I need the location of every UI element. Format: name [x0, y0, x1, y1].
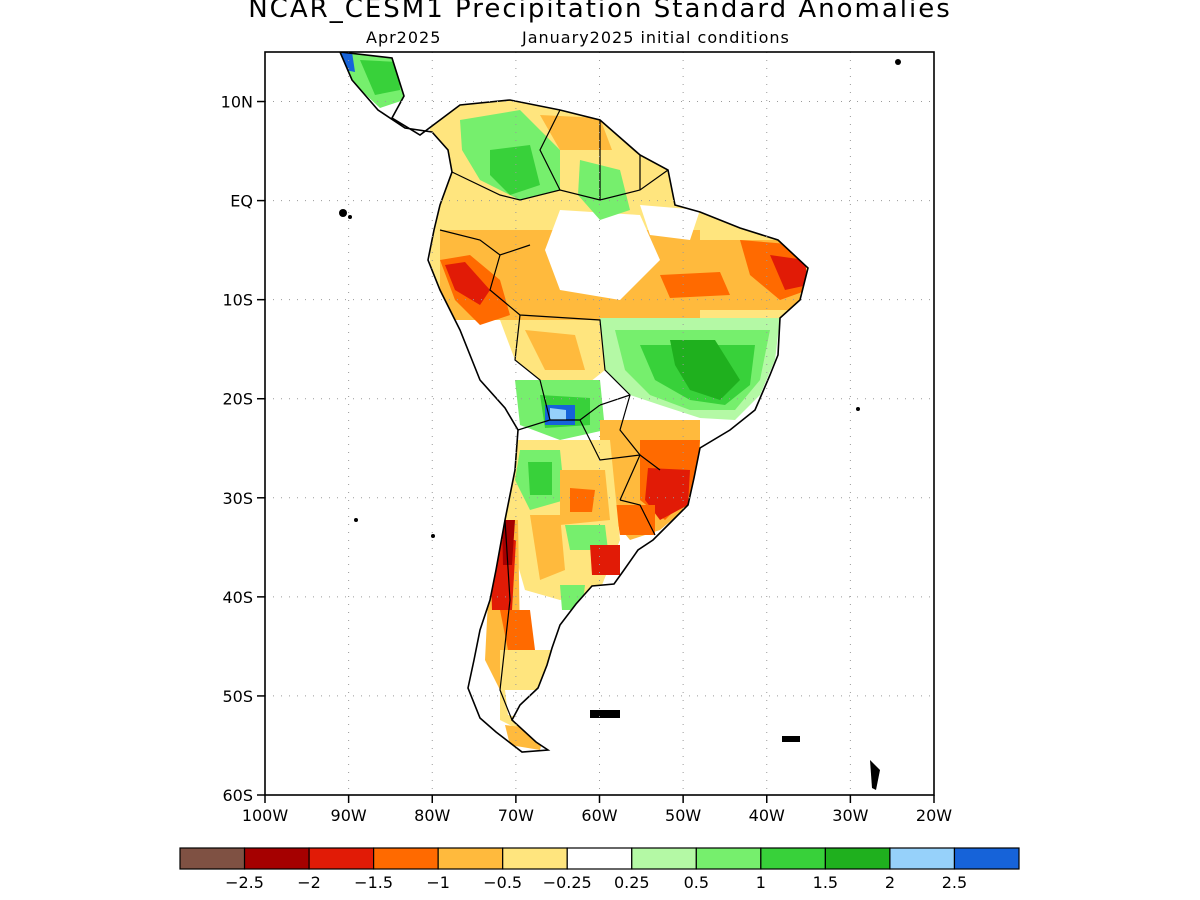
lat-tick-label: 30S [222, 489, 253, 508]
colorbar-swatch [243, 847, 310, 870]
lat-tick-label: 40S [222, 588, 253, 607]
anomaly-field [340, 52, 808, 750]
colorbar-label: 2 [885, 873, 895, 892]
lat-tick-label: 50S [222, 687, 253, 706]
lat-tick-label: EQ [230, 192, 253, 211]
longitude-axis: 100W 90W 80W 70W 60W 50W 40W 30W 20W [242, 795, 952, 825]
lon-tick-label: 20W [916, 806, 952, 825]
colorbar-swatch [631, 847, 697, 870]
map-title: NCAR_CESM1 Precipitation Standard Anomal… [248, 0, 952, 24]
initial-conditions-label: January2025 initial conditions [522, 28, 790, 47]
colorbar-swatch [695, 847, 762, 870]
colorbar-label: −1.5 [354, 873, 393, 892]
colorbar-label: 1.5 [813, 873, 838, 892]
lon-tick-label: 30W [832, 806, 868, 825]
colorbar-label: −1 [426, 873, 450, 892]
lon-tick-label: 40W [749, 806, 785, 825]
colorbar-label: 2.5 [942, 873, 967, 892]
islands [339, 59, 901, 790]
colorbar-swatch [308, 847, 375, 870]
lon-tick-label: 100W [242, 806, 289, 825]
colorbar-swatch [824, 847, 891, 870]
lon-tick-label: 80W [414, 806, 450, 825]
colorbar-swatch [953, 847, 1020, 870]
colorbar-swatch [179, 847, 246, 870]
colorbar-labels: −2.5 −2 −1.5 −1 −0.5 −0.25 0.25 0.5 1 1.5 2 2.5 [225, 873, 967, 892]
lon-tick-label: 50W [665, 806, 701, 825]
colorbar-swatch [760, 847, 826, 870]
colorbar-label: −2 [297, 873, 321, 892]
colorbar-label: −0.5 [483, 873, 522, 892]
colorbar-label: 0.25 [614, 873, 650, 892]
colorbar-label: 1 [756, 873, 766, 892]
colorbar-swatch [502, 847, 568, 870]
forecast-month: Apr2025 [366, 28, 442, 47]
colorbar-label: −0.25 [543, 873, 592, 892]
colorbar-swatch [889, 847, 956, 870]
lat-tick-label: 10S [222, 291, 253, 310]
colorbar-swatch [373, 847, 439, 870]
lat-tick-label: 20S [222, 390, 253, 409]
lon-tick-label: 60W [581, 806, 617, 825]
country-borders [439, 109, 669, 721]
colorbar-label: −2.5 [225, 873, 264, 892]
coastlines [339, 52, 809, 753]
latitude-axis: 10N EQ 10S 20S 30S 40S 50S 60S [221, 93, 265, 805]
lat-tick-label: 60S [222, 786, 253, 805]
colorbar-label: 0.5 [684, 873, 709, 892]
lat-tick-label: 10N [221, 93, 253, 112]
colorbar-swatch [437, 847, 504, 870]
colorbar [179, 847, 1020, 870]
colorbar-swatch [566, 847, 633, 870]
lon-tick-label: 70W [498, 806, 534, 825]
lon-tick-label: 90W [331, 806, 367, 825]
